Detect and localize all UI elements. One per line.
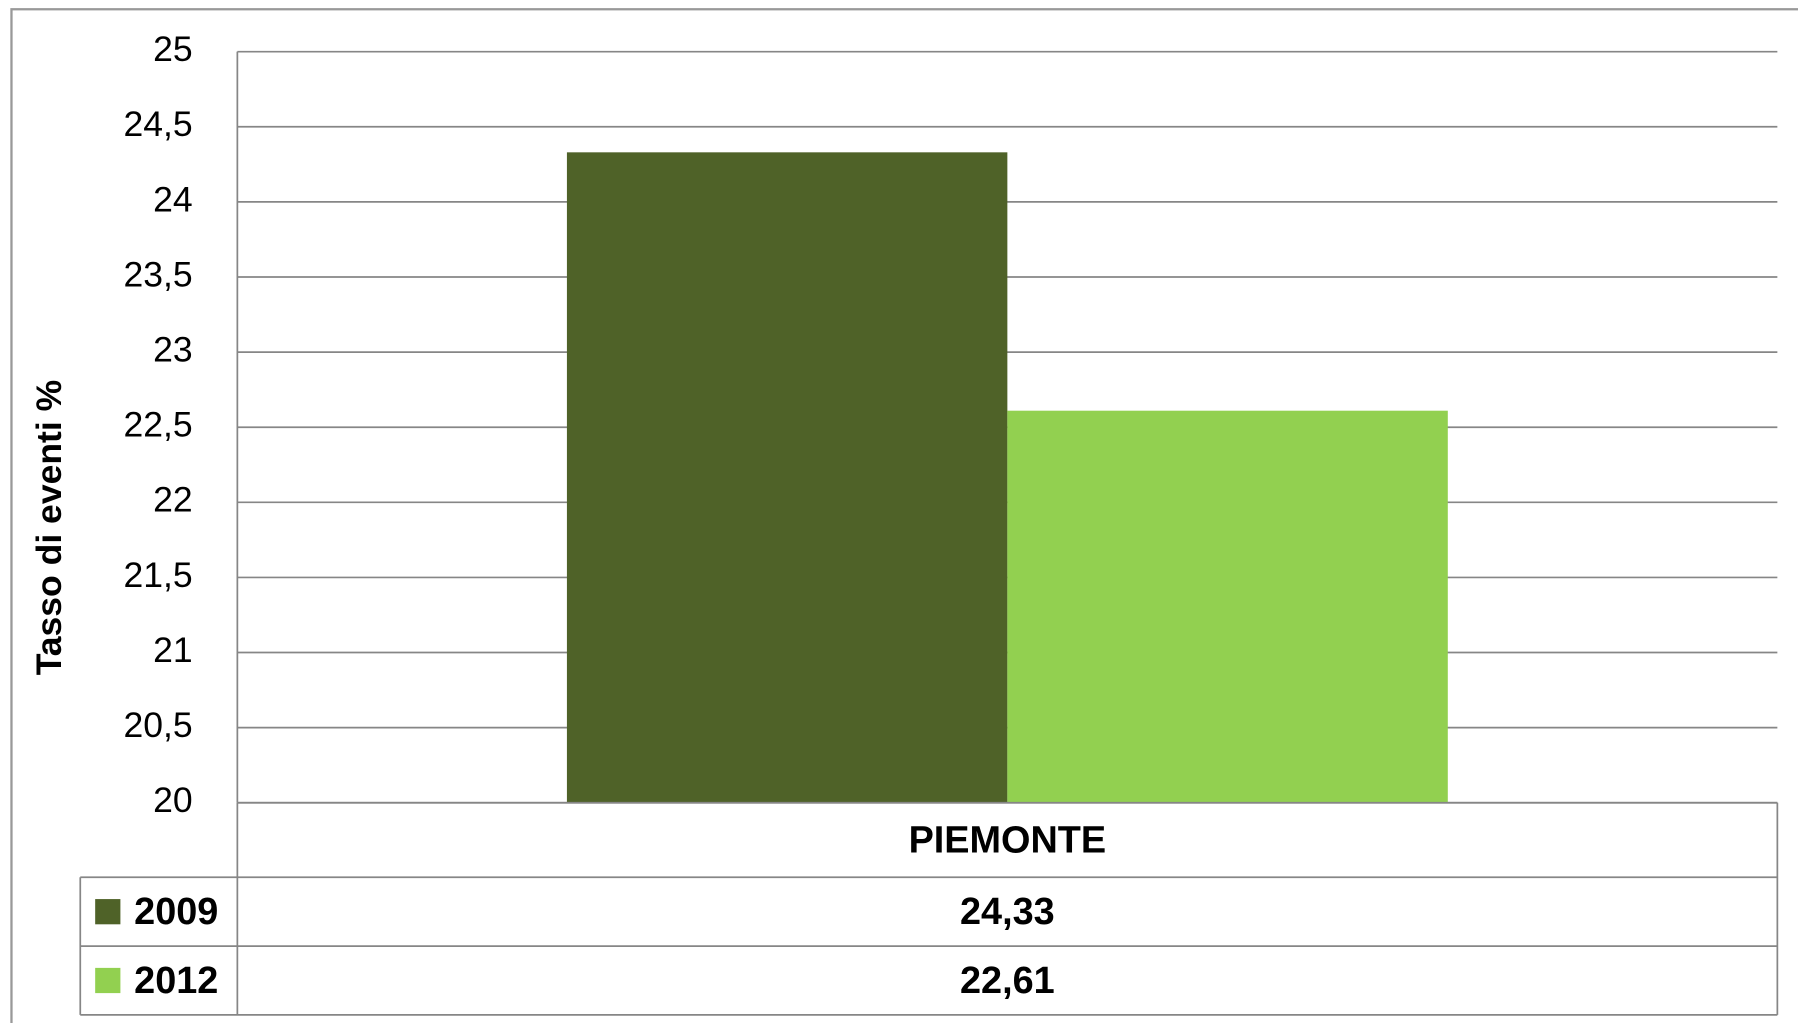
y-tick-label: 23,5 (123, 254, 192, 294)
y-tick-label: 21,5 (123, 555, 192, 595)
y-tick-label: 21 (153, 630, 193, 670)
legend-label: 2012 (134, 960, 218, 1002)
y-axis-title: Tasso di eventi % (29, 380, 69, 676)
y-tick-label: 25 (153, 29, 193, 69)
data-table-value: 24,33 (960, 891, 1055, 933)
y-tick-label: 20 (153, 780, 193, 820)
bar (566, 152, 1008, 803)
y-tick-label: 22 (153, 480, 193, 520)
legend-swatch (95, 967, 121, 994)
y-tick-label: 24,5 (123, 104, 192, 144)
y-tick-label: 20,5 (123, 705, 192, 745)
data-table-value: 22,61 (960, 960, 1055, 1002)
y-tick-label: 22,5 (123, 405, 192, 445)
x-tick-label: PIEMONTE (909, 819, 1107, 861)
bar (1007, 410, 1448, 803)
chart-border (10, 8, 1798, 1028)
y-tick-label: 24 (153, 179, 193, 219)
y-tick-label: 23 (153, 330, 193, 370)
legend-label: 2009 (134, 891, 218, 933)
legend-swatch (95, 899, 121, 925)
